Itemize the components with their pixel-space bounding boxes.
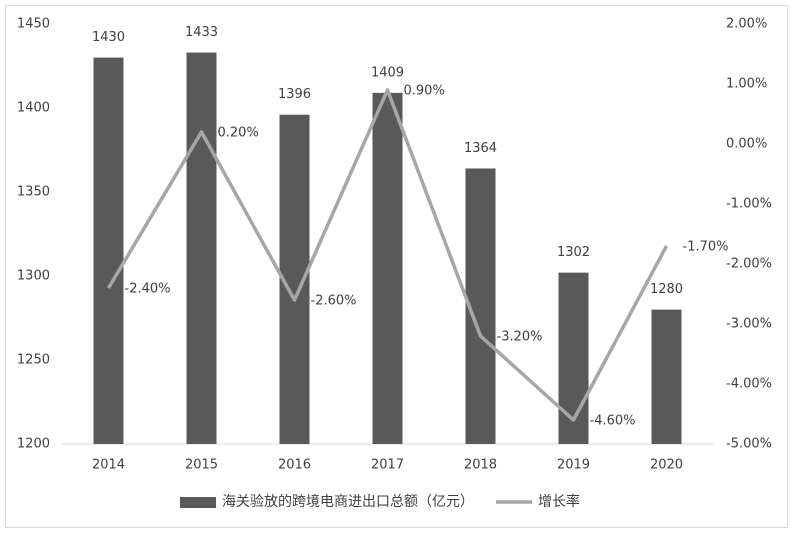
bar-value-label: 1280 — [650, 282, 683, 297]
bar-value-label: 1396 — [278, 87, 311, 102]
x-tick-label: 2017 — [371, 458, 404, 473]
x-tick-label: 2014 — [92, 458, 125, 473]
bar-value-label: 1430 — [92, 30, 125, 45]
y2-tick-label: 1.00% — [726, 77, 767, 92]
line-value-label: -3.20% — [497, 330, 543, 345]
y-tick-label: 1250 — [17, 353, 50, 368]
legend-label: 增长率 — [538, 493, 580, 510]
y2-tick-label: -5.00% — [726, 437, 772, 452]
line-value-label: 0.20% — [218, 126, 259, 141]
line — [106, 88, 669, 422]
line-value-label: -1.70% — [683, 240, 729, 255]
bar-value-label: 1302 — [557, 245, 590, 260]
legend-label: 海关验放的跨境电商进出口总额（亿元） — [222, 494, 474, 510]
y2-tick-label: -3.00% — [726, 317, 772, 332]
x-tick-label: 2018 — [464, 458, 497, 473]
y-tick-label: 1400 — [17, 101, 50, 116]
bar-value-label: 1364 — [464, 141, 497, 156]
line-value-label: -4.60% — [590, 414, 636, 429]
bar — [186, 52, 217, 445]
x-tick-label: 2016 — [278, 458, 311, 473]
y-tick-label: 1350 — [17, 185, 50, 200]
y2-tick-label: -2.00% — [726, 257, 772, 272]
line-value-label: 0.90% — [404, 84, 445, 99]
bar — [93, 57, 124, 444]
y2-tick-label: 2.00% — [726, 17, 767, 32]
y2-tick-label: -1.00% — [726, 197, 772, 212]
bar — [372, 92, 403, 444]
y2-tick-label: 0.00% — [726, 137, 767, 152]
x-tick-label: 2015 — [185, 458, 218, 473]
y-tick-label: 1450 — [17, 17, 50, 32]
bar-value-label: 1433 — [185, 25, 218, 40]
y2-tick-label: -4.00% — [726, 377, 772, 392]
legend-swatch — [180, 497, 216, 508]
x-tick-label: 2019 — [557, 458, 590, 473]
y-tick-label: 1300 — [17, 269, 50, 284]
line-value-label: -2.60% — [311, 294, 357, 309]
x-tick-label: 2020 — [650, 458, 683, 473]
y-tick-label: 1200 — [17, 437, 50, 452]
bar-value-label: 1409 — [371, 65, 404, 80]
bar — [651, 309, 682, 444]
line-value-label: -2.40% — [125, 282, 171, 297]
bar — [558, 272, 589, 444]
